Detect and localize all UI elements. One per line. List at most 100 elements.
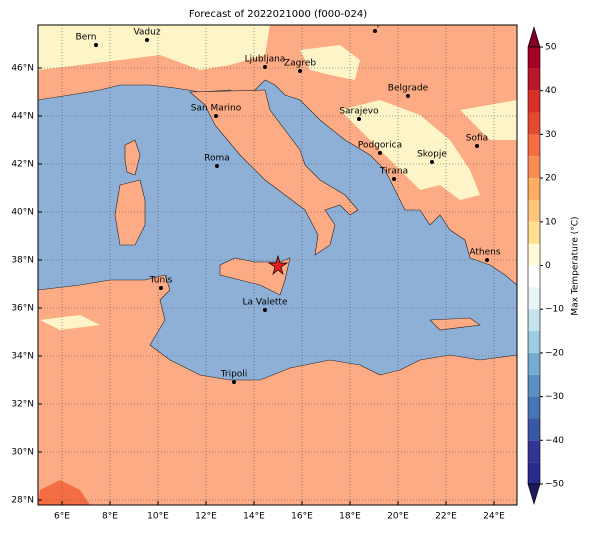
graticule	[38, 25, 517, 505]
city-dot	[215, 164, 219, 168]
x-tick-label: 16°E	[291, 512, 313, 522]
city-label: Tirana	[379, 167, 408, 177]
colorbar-bin	[528, 462, 540, 484]
colorbar-bin	[528, 134, 540, 157]
colorbar-bin	[528, 331, 540, 353]
colorbar: −50 −40 −30 −20 −10 0 10 20 30 40 50	[527, 25, 564, 506]
city-label: Bern	[76, 33, 97, 43]
x-tick-label: 24°E	[483, 512, 505, 522]
city-dot	[232, 380, 236, 384]
city-label: La Valette	[243, 298, 288, 308]
title: Forecast of 2022021000 (f000-024)	[189, 9, 367, 20]
city-dot	[378, 151, 382, 155]
y-tick-label: 28°N	[11, 496, 34, 506]
city-dot	[373, 29, 377, 33]
colorbar-tick-label: −30	[545, 392, 564, 402]
y-tick-label: 30°N	[11, 448, 34, 458]
colorbar-tick-label: −20	[545, 348, 564, 358]
x-tick-label: 14°E	[243, 512, 265, 522]
city-label: Zagreb	[284, 59, 316, 69]
colorbar-bin	[528, 287, 540, 310]
colorbar-bin	[528, 440, 540, 463]
colorbar-bin	[528, 309, 540, 332]
colorbar-label: Max Temperature (°C)	[571, 216, 581, 315]
x-tick-label: 6°E	[54, 512, 70, 522]
colorbar-bin	[528, 221, 540, 244]
colorbar-bin	[528, 199, 540, 222]
axes: 6°E 8°E 10°E 12°E 14°E 16°E 18°E 20°E 22°E 24°E 46…	[11, 64, 505, 522]
x-tick-label: 20°E	[387, 512, 409, 522]
city-label: Skopje	[417, 150, 447, 160]
city-dot	[430, 160, 434, 164]
colorbar-bin	[528, 243, 540, 266]
map-frame	[37, 24, 518, 506]
colorbar-bin	[528, 265, 540, 288]
colorbar-tick-label: −10	[545, 305, 564, 315]
colorbar-extend-max	[527, 25, 541, 48]
city-dot	[485, 258, 489, 262]
city-label: Athens	[469, 248, 500, 258]
colorbar-bin	[528, 156, 540, 179]
colorbar-bin	[528, 374, 540, 397]
y-tick-label: 44°N	[11, 112, 34, 122]
city-dot	[145, 38, 149, 42]
colorbar-tick-label: 20	[545, 174, 557, 184]
colorbar-bin	[528, 68, 540, 91]
x-tick-label: 22°E	[435, 512, 457, 522]
city-label: Tripoli	[220, 370, 248, 380]
city-dot	[159, 286, 163, 290]
colorbar-bin	[528, 90, 540, 113]
city-label: Roma	[204, 154, 230, 164]
colorbar-tick-label: 10	[545, 217, 557, 227]
city-dot	[392, 177, 396, 181]
colorbar-extend-min	[527, 483, 541, 506]
y-tick-label: 32°N	[11, 400, 34, 410]
city-label: Vaduz	[133, 28, 160, 38]
city-dot	[94, 43, 98, 47]
city-label: Podgorica	[358, 141, 402, 151]
y-tick-label: 42°N	[11, 160, 34, 170]
city-label: Sofia	[466, 134, 488, 144]
colorbar-tick-label: 50	[545, 43, 557, 53]
warm-area	[38, 480, 90, 505]
city-dot	[406, 94, 410, 98]
colorbar-bin	[528, 418, 540, 441]
x-tick-label: 18°E	[339, 512, 361, 522]
cool-areas	[38, 25, 517, 330]
land	[38, 25, 517, 505]
city-label: Sarajevo	[339, 107, 379, 117]
city-dot	[214, 114, 218, 118]
city-dot	[357, 117, 361, 121]
city-dot	[475, 144, 479, 148]
y-tick-label: 38°N	[11, 256, 34, 266]
city-label: Ljubljana	[245, 55, 286, 65]
colorbar-tick-label: −40	[545, 436, 564, 446]
colorbar-tick-label: −50	[545, 480, 564, 490]
colorbar-bin	[528, 178, 540, 200]
colorbar-tick-label: 40	[545, 86, 557, 96]
city-dot	[263, 65, 267, 69]
colorbar-bin	[528, 352, 540, 375]
x-tick-label: 10°E	[147, 512, 169, 522]
city-dot	[298, 69, 302, 73]
city-dot	[263, 308, 267, 312]
y-tick-label: 36°N	[11, 304, 34, 314]
colorbar-bin	[528, 47, 540, 69]
colorbar-tick-label: 30	[545, 130, 557, 140]
city-label: Budapest	[354, 19, 397, 29]
y-tick-label: 46°N	[11, 64, 34, 74]
colorbar-bin	[528, 112, 540, 135]
colorbar-bin	[528, 396, 540, 419]
city-label: San Marino	[191, 104, 242, 114]
city-label: Belgrade	[388, 84, 429, 94]
x-tick-label: 8°E	[102, 512, 118, 522]
colorbar-tick-label: 0	[545, 261, 551, 271]
marker-star	[267, 254, 289, 275]
city-label: Tunis	[149, 276, 173, 286]
y-tick-label: 40°N	[11, 208, 34, 218]
x-tick-label: 12°E	[195, 512, 217, 522]
y-tick-label: 34°N	[11, 352, 34, 362]
